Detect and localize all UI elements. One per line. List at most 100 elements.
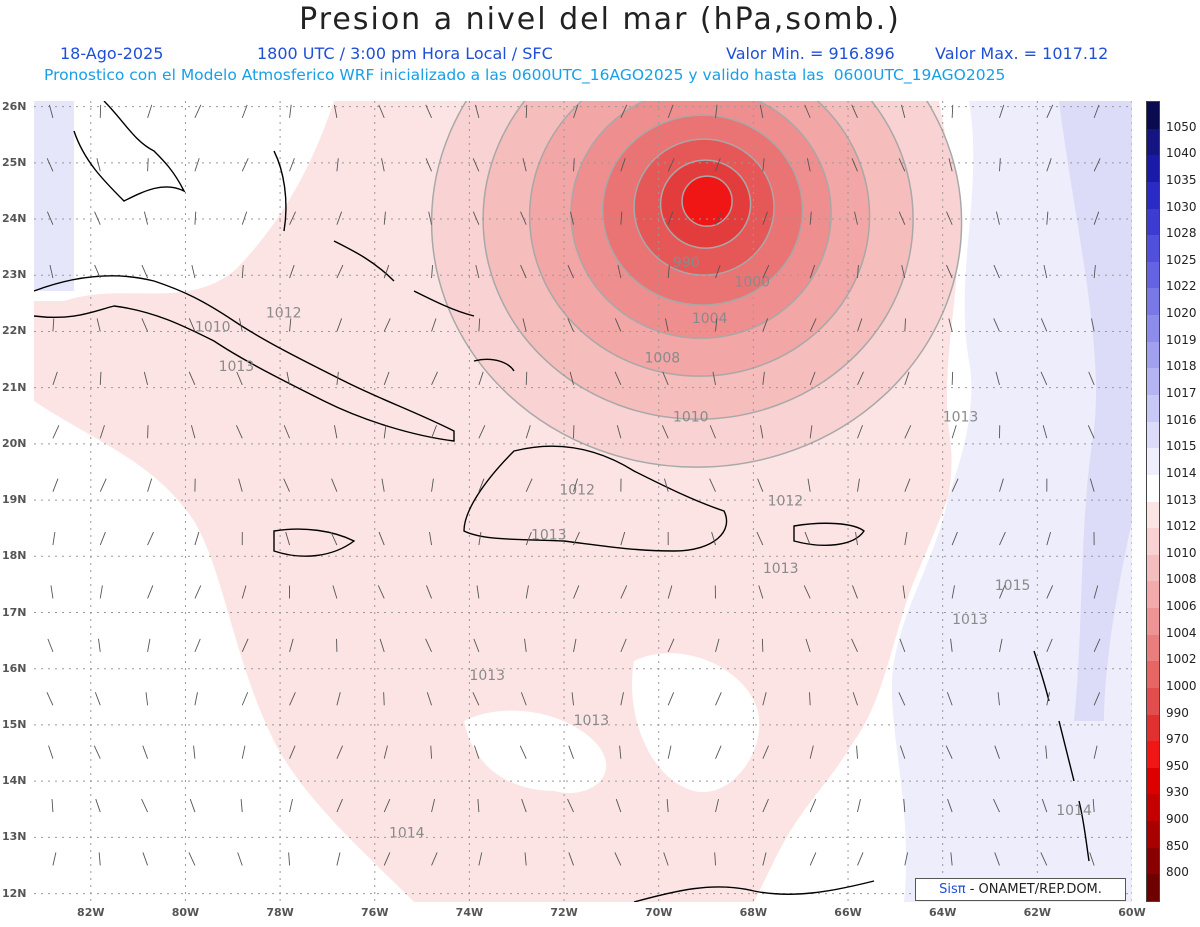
wind-barb [951, 531, 958, 546]
colorbar-label: 1019 [1166, 332, 1197, 347]
wind-barb [762, 745, 769, 759]
contour-label: 990 [673, 255, 700, 271]
wind-barb [901, 264, 906, 279]
wind-barb [336, 692, 341, 706]
wind-barb [336, 318, 343, 332]
wind-barb [524, 638, 527, 652]
wind-barb [240, 799, 243, 813]
wind-barb [667, 638, 675, 653]
contour-label: 1013 [219, 359, 255, 375]
colorbar-swatch [1147, 102, 1159, 130]
wind-barb [147, 531, 154, 546]
wind-barb [98, 852, 101, 866]
wind-barb [289, 798, 293, 813]
wind-barb [289, 211, 296, 225]
wind-barb [809, 692, 811, 706]
wind-barb [667, 158, 675, 172]
wind-barb [141, 798, 148, 813]
wind-barb [851, 104, 858, 119]
wind-barb [567, 798, 574, 813]
colorbar-label: 1000 [1166, 678, 1197, 693]
lesser-antilles-3 [1078, 800, 1090, 862]
wind-barb [194, 104, 202, 119]
wind-barb [856, 745, 858, 759]
wind-barb [569, 211, 574, 225]
longitude-label: 74W [455, 906, 484, 919]
wind-barb [336, 798, 343, 813]
forecast-note: Pronostico con el Modelo Atmosferico WRF… [44, 66, 1006, 84]
latitude-label: 21N [2, 380, 27, 394]
wind-barb [809, 264, 816, 279]
wind-barb [383, 692, 385, 706]
wind-barb [567, 264, 574, 279]
map-canvas: 990 1000 1004 1008 1010 1012 1013 1012 1012 1013 1… [34, 101, 1132, 902]
colorbar-label: 1035 [1166, 172, 1197, 187]
wind-barb [525, 531, 532, 546]
wind-barb [762, 318, 769, 332]
wind-barb [617, 264, 622, 279]
longitude-label: 66W [834, 906, 862, 919]
wind-barb [241, 211, 248, 225]
wind-barb [288, 852, 291, 866]
wind-barb [614, 371, 622, 386]
wind-barb [381, 478, 385, 492]
wind-barb [898, 211, 906, 225]
wind-barb [286, 371, 291, 385]
wind-barb [425, 104, 432, 119]
colorbar-swatch [1147, 874, 1159, 902]
longitude-label: 68W [739, 906, 768, 919]
wind-barb [999, 158, 1001, 172]
colorbar-label: 1004 [1166, 625, 1197, 640]
wind-barb [663, 852, 669, 866]
colorbar-swatch [1147, 208, 1159, 236]
wind-barb [478, 425, 486, 439]
lesser-antilles-2 [1058, 720, 1075, 782]
colorbar-label: 1040 [1166, 146, 1197, 161]
contour-label: 1015 [995, 578, 1031, 594]
wind-barb [715, 638, 720, 652]
wind-barb [378, 531, 385, 546]
wind-barb [289, 318, 292, 332]
lesser-antilles-1 [1033, 650, 1050, 702]
west-white-south [34, 401, 414, 902]
wind-barb [1093, 265, 1096, 279]
colorbar-swatch [1147, 128, 1159, 156]
wind-barb [762, 371, 765, 385]
wind-barb [807, 478, 811, 492]
wind-barb [1045, 745, 1048, 759]
wind-barb [236, 425, 243, 439]
wind-barb [52, 478, 59, 492]
longitude-label: 78W [266, 906, 294, 919]
wind-barb [431, 371, 438, 386]
wind-barb [93, 745, 101, 759]
wind-barb [1046, 638, 1053, 653]
colorbar-swatch [1147, 581, 1159, 609]
wind-barb [1092, 799, 1095, 813]
bahamas-3 [413, 290, 475, 317]
wind-barb [620, 531, 626, 546]
wind-barb [857, 478, 860, 492]
wind-barb [99, 478, 107, 492]
colorbar-label: 930 [1166, 785, 1189, 800]
colorbar-label: 950 [1166, 758, 1189, 773]
colorbar-swatch [1147, 235, 1159, 263]
colorbar-swatch [1147, 288, 1159, 316]
wind-barb [1093, 211, 1100, 225]
wind-barb [898, 158, 906, 172]
wind-barb [758, 585, 764, 599]
wind-barb [48, 104, 54, 118]
colorbar-label: 1015 [1166, 439, 1197, 454]
wind-barb [712, 371, 716, 385]
colorbar-label: 990 [1166, 705, 1189, 720]
wind-barb [478, 371, 484, 386]
wind-barb [999, 478, 1004, 492]
west-field [34, 101, 334, 301]
wind-barb [48, 745, 54, 759]
wind-barb [189, 798, 196, 813]
wind-barb [857, 852, 864, 866]
wind-barb [383, 852, 391, 866]
longitude-label: 62W [1023, 906, 1052, 919]
contour-label: 1004 [692, 311, 728, 327]
wind-barb [141, 264, 148, 279]
wind-barb [857, 798, 861, 813]
